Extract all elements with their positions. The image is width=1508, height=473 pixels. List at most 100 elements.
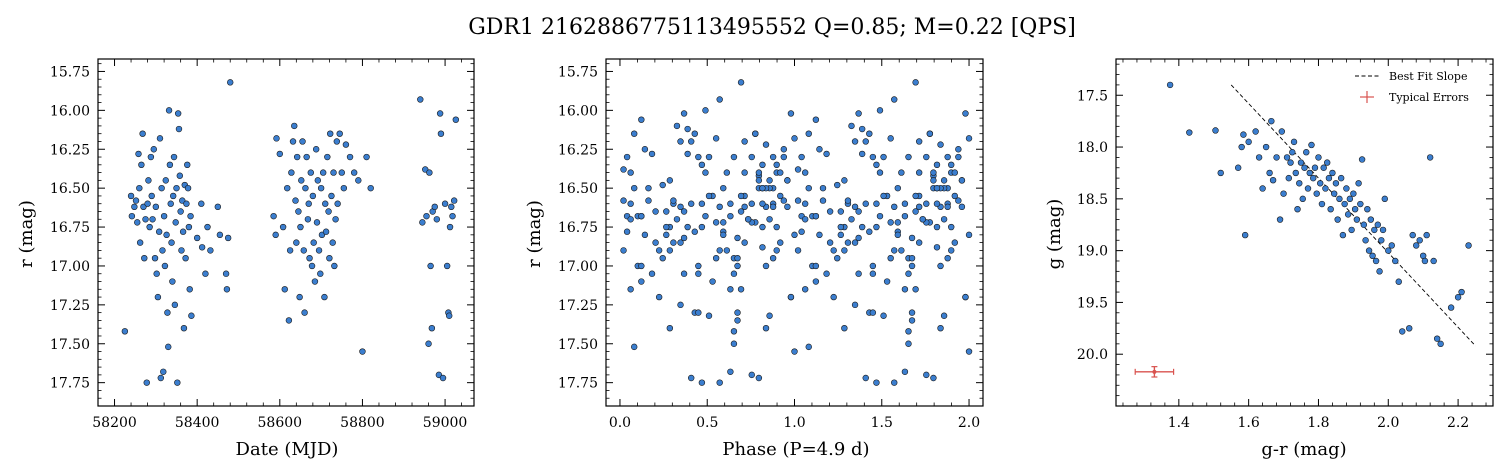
data-point <box>652 239 659 246</box>
data-point <box>324 153 331 161</box>
data-point <box>780 197 788 204</box>
data-point <box>293 153 301 161</box>
data-point <box>684 150 691 158</box>
data-point <box>1371 226 1378 234</box>
data-point <box>716 203 723 211</box>
x-tick-label: 58400 <box>175 415 220 431</box>
data-point <box>161 262 169 270</box>
data-point <box>307 169 314 176</box>
color-magnitude-plot-area: 1.4 1.6 1.8 2.0 2.2 17.5 18.0 18.5 19.0 19.5 20.0 B… <box>1077 58 1494 431</box>
data-point <box>955 153 962 161</box>
data-point <box>787 110 795 117</box>
data-point <box>812 116 820 123</box>
data-point <box>784 177 791 184</box>
data-point <box>1166 81 1174 89</box>
data-point <box>174 110 182 117</box>
data-point <box>1318 200 1326 208</box>
y-tick-label: 18.0 <box>1077 140 1108 156</box>
data-point <box>766 177 773 184</box>
data-point <box>933 200 941 207</box>
data-point <box>641 146 649 153</box>
data-point <box>759 200 766 207</box>
data-point <box>951 192 958 200</box>
data-point <box>132 197 140 204</box>
data-point <box>450 197 458 204</box>
data-point <box>291 122 298 130</box>
data-point <box>1350 190 1357 197</box>
data-point <box>317 270 324 277</box>
data-point <box>759 161 766 169</box>
data-point <box>1355 180 1362 187</box>
data-point <box>869 309 877 316</box>
data-point <box>1325 174 1333 182</box>
data-point <box>791 231 798 239</box>
data-point <box>666 177 674 184</box>
data-point <box>873 200 880 207</box>
data-point <box>185 223 193 231</box>
data-point <box>150 146 157 153</box>
data-point <box>794 197 802 204</box>
data-point <box>923 371 930 379</box>
y-tick-label: 19.0 <box>1077 244 1108 260</box>
data-point <box>915 239 923 246</box>
data-point <box>698 161 706 169</box>
data-point <box>1317 180 1324 187</box>
axes-frame <box>97 58 475 407</box>
data-point <box>173 184 180 192</box>
data-point <box>759 244 766 251</box>
data-point <box>187 212 194 220</box>
data-point <box>712 219 720 226</box>
x-tick-label: 1.5 <box>871 415 893 431</box>
data-point <box>944 153 951 161</box>
data-point <box>812 212 820 220</box>
data-point <box>894 219 901 226</box>
data-point <box>313 219 321 226</box>
data-point <box>862 200 869 207</box>
data-point <box>876 212 884 220</box>
data-point <box>174 379 181 386</box>
data-point <box>727 212 734 220</box>
data-point <box>346 153 354 161</box>
x-tick-label: 0.5 <box>696 415 718 431</box>
data-point <box>1285 174 1292 182</box>
data-point <box>303 153 310 161</box>
data-point <box>734 254 741 262</box>
data-point <box>355 177 362 184</box>
data-point <box>1283 154 1291 161</box>
data-point <box>834 181 841 189</box>
data-point <box>170 192 177 200</box>
data-point <box>135 150 142 158</box>
data-point <box>908 234 916 242</box>
data-point <box>338 169 345 176</box>
data-point <box>741 138 748 145</box>
data-point <box>851 239 859 246</box>
data-point <box>1296 180 1303 187</box>
data-point <box>837 231 845 239</box>
data-point <box>1374 221 1382 228</box>
x-tick-label: 2.0 <box>958 415 980 431</box>
data-point <box>1357 200 1364 208</box>
x-tick-label: 58800 <box>340 415 385 431</box>
data-point <box>311 278 319 285</box>
data-point <box>1341 200 1348 208</box>
data-point <box>780 153 788 161</box>
data-point <box>915 138 923 145</box>
data-point <box>801 169 809 176</box>
data-point <box>638 262 645 270</box>
data-point <box>1234 164 1242 171</box>
data-point <box>855 110 862 117</box>
data-point <box>153 270 160 277</box>
data-point <box>1287 159 1294 166</box>
data-point <box>152 203 160 211</box>
data-point <box>794 166 802 173</box>
data-point <box>652 208 659 215</box>
data-point <box>655 247 663 254</box>
data-point <box>1334 216 1341 223</box>
data-point <box>734 317 741 324</box>
data-point <box>620 247 627 254</box>
data-point <box>880 312 887 319</box>
data-point <box>1362 237 1369 244</box>
data-point <box>720 184 727 192</box>
data-point <box>1303 149 1310 156</box>
